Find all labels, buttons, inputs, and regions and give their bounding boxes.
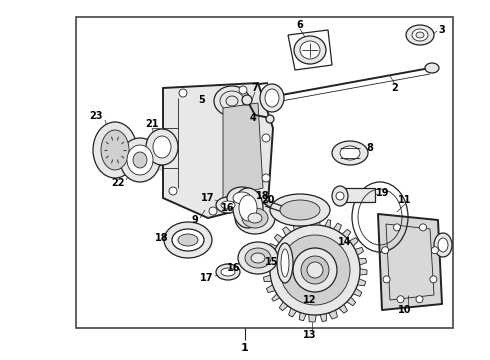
Ellipse shape bbox=[294, 36, 326, 64]
Ellipse shape bbox=[146, 129, 178, 165]
Circle shape bbox=[301, 256, 329, 284]
Ellipse shape bbox=[332, 141, 368, 165]
Polygon shape bbox=[378, 214, 442, 310]
Text: 22: 22 bbox=[111, 178, 125, 188]
Circle shape bbox=[262, 174, 270, 182]
Ellipse shape bbox=[332, 186, 348, 206]
Ellipse shape bbox=[164, 222, 212, 258]
Text: 17: 17 bbox=[201, 193, 215, 203]
Ellipse shape bbox=[242, 208, 268, 228]
Circle shape bbox=[397, 296, 404, 303]
Circle shape bbox=[382, 247, 389, 254]
Text: 7: 7 bbox=[252, 83, 258, 93]
Ellipse shape bbox=[248, 213, 262, 223]
Ellipse shape bbox=[300, 41, 320, 59]
Bar bbox=[76, 17, 453, 328]
Circle shape bbox=[293, 248, 337, 292]
Ellipse shape bbox=[227, 187, 257, 209]
Text: 17: 17 bbox=[200, 273, 214, 283]
Text: 16: 16 bbox=[221, 203, 235, 213]
Circle shape bbox=[242, 95, 252, 105]
Ellipse shape bbox=[270, 194, 330, 226]
Text: 4: 4 bbox=[249, 113, 256, 123]
Ellipse shape bbox=[434, 233, 452, 257]
Ellipse shape bbox=[340, 146, 360, 160]
Circle shape bbox=[266, 115, 274, 123]
Circle shape bbox=[239, 86, 247, 94]
Ellipse shape bbox=[233, 192, 251, 204]
Text: 21: 21 bbox=[145, 119, 159, 129]
Circle shape bbox=[169, 187, 177, 195]
Circle shape bbox=[209, 207, 217, 215]
Text: 16: 16 bbox=[227, 263, 241, 273]
Ellipse shape bbox=[281, 249, 289, 277]
Text: 5: 5 bbox=[198, 95, 205, 105]
Polygon shape bbox=[163, 83, 273, 218]
Text: 8: 8 bbox=[367, 143, 373, 153]
Polygon shape bbox=[263, 218, 367, 322]
Circle shape bbox=[307, 262, 323, 278]
Circle shape bbox=[383, 276, 390, 283]
Text: 2: 2 bbox=[392, 83, 398, 93]
Ellipse shape bbox=[260, 84, 284, 112]
Circle shape bbox=[262, 134, 270, 142]
Text: 6: 6 bbox=[296, 20, 303, 30]
Circle shape bbox=[336, 192, 344, 200]
Ellipse shape bbox=[216, 197, 240, 213]
Text: 10: 10 bbox=[398, 305, 412, 315]
Ellipse shape bbox=[172, 229, 204, 251]
Text: 9: 9 bbox=[192, 215, 198, 225]
Ellipse shape bbox=[120, 138, 160, 182]
Text: 12: 12 bbox=[303, 295, 317, 305]
Ellipse shape bbox=[233, 188, 263, 228]
Ellipse shape bbox=[416, 32, 424, 38]
Bar bbox=[340, 188, 375, 202]
Circle shape bbox=[431, 247, 439, 254]
Text: 3: 3 bbox=[439, 25, 445, 35]
Ellipse shape bbox=[277, 243, 293, 283]
Ellipse shape bbox=[127, 145, 153, 175]
Text: 15: 15 bbox=[265, 257, 279, 267]
Text: 23: 23 bbox=[89, 111, 103, 121]
Text: 18: 18 bbox=[155, 233, 169, 243]
Ellipse shape bbox=[438, 238, 448, 252]
Ellipse shape bbox=[93, 122, 137, 178]
Wedge shape bbox=[301, 292, 329, 302]
Circle shape bbox=[419, 224, 426, 231]
Circle shape bbox=[179, 89, 187, 97]
Text: 1: 1 bbox=[241, 343, 249, 353]
Ellipse shape bbox=[235, 202, 275, 234]
Ellipse shape bbox=[221, 201, 235, 209]
Text: 11: 11 bbox=[398, 195, 412, 205]
Circle shape bbox=[280, 235, 350, 305]
Ellipse shape bbox=[178, 234, 198, 246]
Ellipse shape bbox=[153, 136, 171, 158]
Text: 14: 14 bbox=[338, 237, 352, 247]
Ellipse shape bbox=[251, 253, 265, 263]
Circle shape bbox=[393, 224, 400, 231]
Ellipse shape bbox=[245, 248, 271, 268]
Circle shape bbox=[430, 276, 437, 283]
Text: 19: 19 bbox=[376, 188, 390, 198]
Circle shape bbox=[270, 225, 360, 315]
Ellipse shape bbox=[238, 242, 278, 274]
Ellipse shape bbox=[133, 152, 147, 168]
Ellipse shape bbox=[214, 86, 250, 116]
Ellipse shape bbox=[425, 63, 439, 73]
Text: 13: 13 bbox=[303, 330, 317, 340]
Circle shape bbox=[416, 296, 423, 303]
Ellipse shape bbox=[101, 130, 129, 170]
Polygon shape bbox=[223, 103, 263, 198]
Text: 20: 20 bbox=[261, 195, 275, 205]
Ellipse shape bbox=[239, 195, 257, 221]
Ellipse shape bbox=[265, 89, 279, 107]
Text: 18: 18 bbox=[256, 191, 270, 201]
Ellipse shape bbox=[221, 268, 235, 276]
Ellipse shape bbox=[216, 264, 240, 280]
Ellipse shape bbox=[406, 25, 434, 45]
Ellipse shape bbox=[280, 200, 320, 220]
Ellipse shape bbox=[412, 29, 428, 41]
